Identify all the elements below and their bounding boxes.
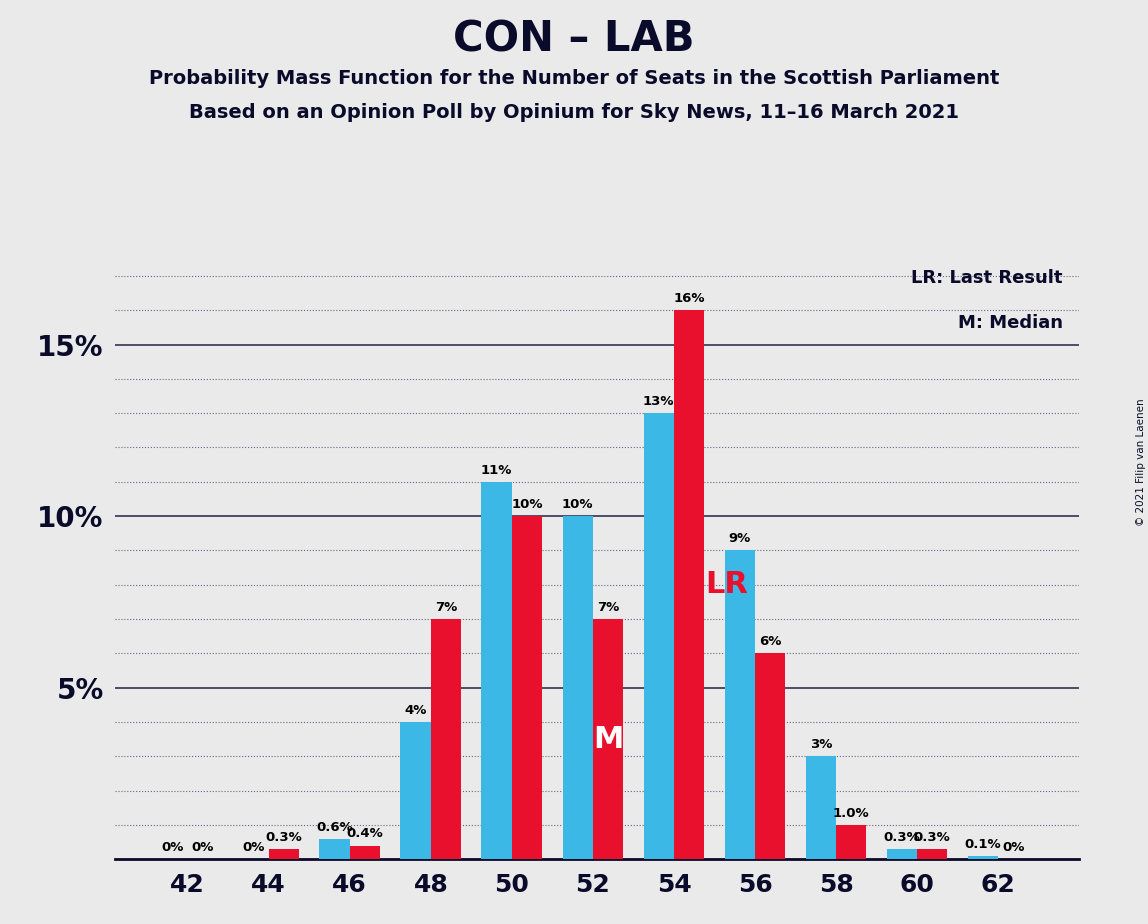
Bar: [430, 619, 461, 859]
Bar: [401, 722, 430, 859]
Text: CON – LAB: CON – LAB: [453, 18, 695, 60]
Bar: [269, 849, 300, 859]
Bar: [886, 849, 917, 859]
Text: LR: Last Result: LR: Last Result: [912, 269, 1063, 287]
Text: 0.3%: 0.3%: [265, 831, 302, 844]
Bar: [592, 619, 623, 859]
Text: 10%: 10%: [511, 498, 543, 511]
Text: M: M: [592, 724, 623, 754]
Text: Based on an Opinion Poll by Opinium for Sky News, 11–16 March 2021: Based on an Opinion Poll by Opinium for …: [189, 103, 959, 123]
Text: 11%: 11%: [481, 464, 512, 477]
Text: 7%: 7%: [435, 601, 457, 614]
Text: 0.1%: 0.1%: [964, 838, 1001, 851]
Bar: [806, 757, 836, 859]
Text: 3%: 3%: [809, 738, 832, 751]
Text: 0%: 0%: [1002, 841, 1024, 854]
Bar: [968, 856, 998, 859]
Bar: [563, 517, 592, 859]
Bar: [755, 653, 785, 859]
Text: 0%: 0%: [162, 841, 184, 854]
Text: 0.6%: 0.6%: [316, 821, 352, 833]
Bar: [644, 413, 674, 859]
Text: M: Median: M: Median: [957, 313, 1063, 332]
Bar: [319, 839, 350, 859]
Bar: [481, 481, 512, 859]
Text: Probability Mass Function for the Number of Seats in the Scottish Parliament: Probability Mass Function for the Number…: [149, 69, 999, 89]
Text: 0.3%: 0.3%: [884, 831, 921, 844]
Text: LR: LR: [705, 570, 748, 600]
Bar: [836, 825, 867, 859]
Text: 1.0%: 1.0%: [833, 807, 869, 820]
Text: 6%: 6%: [759, 636, 782, 649]
Bar: [724, 551, 755, 859]
Text: 7%: 7%: [597, 601, 619, 614]
Text: © 2021 Filip van Laenen: © 2021 Filip van Laenen: [1135, 398, 1146, 526]
Bar: [350, 845, 380, 859]
Bar: [512, 517, 542, 859]
Text: 16%: 16%: [674, 292, 705, 305]
Text: 0.4%: 0.4%: [347, 828, 383, 841]
Text: 10%: 10%: [563, 498, 594, 511]
Text: 4%: 4%: [404, 704, 427, 717]
Text: 0%: 0%: [242, 841, 265, 854]
Text: 0.3%: 0.3%: [914, 831, 951, 844]
Text: 13%: 13%: [643, 395, 675, 408]
Bar: [674, 310, 705, 859]
Bar: [917, 849, 947, 859]
Text: 9%: 9%: [729, 532, 751, 545]
Text: 0%: 0%: [192, 841, 215, 854]
